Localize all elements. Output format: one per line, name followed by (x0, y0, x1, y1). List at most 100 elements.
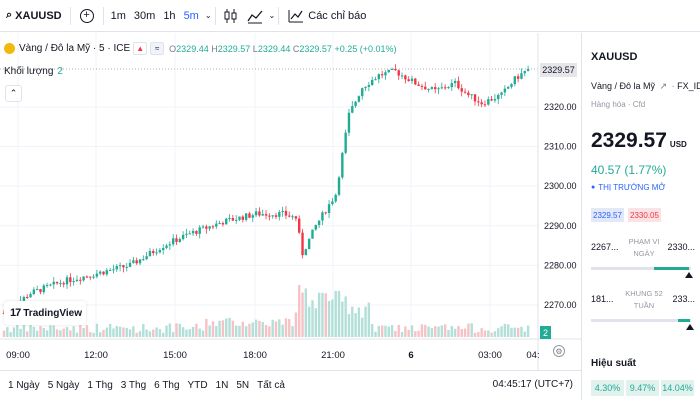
volume-bar (89, 332, 92, 337)
volume-bar (341, 301, 344, 337)
candle-body (75, 279, 79, 282)
range-6m[interactable]: 6 Thg (154, 380, 180, 391)
volume-bar (516, 327, 520, 337)
range-1y[interactable]: 1N (215, 380, 229, 391)
candles-icon[interactable] (222, 7, 240, 25)
range-5y[interactable]: 5N (236, 380, 250, 391)
volume-bar (298, 285, 301, 337)
volume-bar (39, 326, 42, 337)
volume-bar (225, 318, 228, 337)
price-axis-label: 2280.00 (544, 260, 577, 270)
chevron-down-icon[interactable]: ⌄ (268, 11, 276, 20)
candle-body (82, 276, 85, 281)
volume-bar (85, 325, 89, 337)
compare-icon[interactable]: ≈ (150, 42, 165, 55)
range-5d[interactable]: 5 Ngày (47, 380, 80, 391)
candle-body (298, 218, 301, 233)
timeframe-5m[interactable]: 5m (183, 9, 199, 22)
volume-bar (291, 326, 294, 337)
clock-timezone[interactable]: 04:45:17 (UTC+7) (492, 379, 573, 390)
candle-body (404, 75, 407, 80)
volume-bar (211, 321, 215, 337)
time-axis-label: 09:00 (6, 350, 30, 361)
time-axis-label: 18:00 (243, 350, 267, 361)
range-1d[interactable]: 1 Ngày (8, 380, 40, 391)
volume-legend[interactable]: Khối lượng 2 (4, 66, 63, 77)
price-axis-label: 2270.00 (544, 300, 577, 310)
alert-icon[interactable]: ▲ (133, 42, 148, 55)
volume-bar (510, 327, 513, 337)
symbol-search[interactable]: ⌕ XAUUSD (0, 0, 67, 32)
candle-body (351, 106, 354, 113)
chart-canvas[interactable]: 2320.00 2310.00 2300.00 2290.00 2280.00 2270.… (0, 33, 581, 370)
volume-bar (244, 326, 248, 337)
volume-bar (351, 306, 354, 337)
candle-body (251, 215, 254, 218)
candle-body (317, 220, 321, 226)
compare-add-icon[interactable]: + (79, 8, 94, 23)
tradingview-logo[interactable]: 17 TradingView (4, 301, 86, 325)
symbol-details-panel: XAUUSD Vàng / Đô la Mỹ ↗ · FX_IDC Hàng h… (581, 33, 700, 400)
candle-body (45, 285, 49, 287)
volume-bar (148, 331, 152, 337)
area-chart-icon[interactable] (246, 7, 264, 25)
candle-body (152, 250, 155, 254)
range-ytd[interactable]: YTD (187, 380, 208, 391)
divider (102, 6, 104, 25)
range-all[interactable]: Tất cả (257, 380, 285, 391)
candle-body (234, 219, 238, 221)
range-3m[interactable]: 3 Thg (120, 380, 147, 391)
chevron-down-icon[interactable]: ⌄ (204, 11, 212, 20)
volume-bar (443, 324, 447, 337)
settings-icon[interactable]: ⚙ (553, 345, 565, 357)
volume-bar (59, 330, 62, 337)
candle-body (440, 87, 444, 89)
performance-1m[interactable]: 9.47% (626, 380, 659, 396)
candle-body (264, 214, 268, 216)
candle-body (357, 96, 361, 102)
performance-3m[interactable]: 14.04% (661, 380, 694, 396)
candle-body (410, 78, 414, 82)
gold-symbol-icon (4, 43, 15, 54)
volume-bar (450, 326, 453, 337)
volume-bar (138, 331, 142, 337)
volume-bar (62, 328, 65, 337)
candle-body (115, 266, 118, 270)
volume-bar (198, 328, 201, 337)
candle-body (483, 104, 487, 106)
candle-body (424, 86, 427, 90)
candle-body (268, 215, 271, 217)
legend-title[interactable]: Vàng / Đô la Mỹ · 5 · ICE (19, 43, 131, 54)
volume-bar (404, 326, 407, 337)
panel-source[interactable]: FX_IDC (677, 81, 700, 91)
price-axis-label: 2310.00 (544, 142, 577, 152)
performance-1w[interactable]: 4.30% (591, 380, 624, 396)
candle-body (477, 101, 480, 103)
volume-bar (79, 324, 82, 337)
volume-bar (281, 324, 284, 337)
range-1m[interactable]: 1 Thg (87, 380, 113, 391)
candle-body (125, 266, 128, 268)
timeframe-1h[interactable]: 1h (163, 9, 176, 22)
collapse-legend-icon[interactable]: ⌃ (5, 85, 22, 102)
timeframe-30m[interactable]: 30m (133, 9, 156, 22)
timeframe-1m[interactable]: 1m (110, 9, 126, 22)
candle-body (281, 210, 284, 213)
price-chart[interactable]: 2320.00 2310.00 2300.00 2290.00 2280.00 2270.… (0, 33, 581, 370)
time-axis-label: 12:00 (84, 350, 108, 361)
volume-bar (453, 328, 457, 337)
volume-bar (208, 325, 211, 337)
indicators-button[interactable]: Các chỉ báo (282, 0, 371, 32)
volume-bar (420, 324, 424, 337)
panel-price: 2329.57 USD (591, 129, 687, 152)
volume-bar (188, 329, 191, 337)
panel-symbol[interactable]: XAUUSD (591, 51, 638, 63)
candle-body (387, 69, 390, 73)
candle-body (145, 256, 148, 260)
candle-body (450, 83, 453, 88)
candle-body (523, 70, 526, 74)
external-link-icon[interactable]: ↗ (659, 81, 668, 91)
candle-body (490, 99, 493, 101)
candle-body (128, 262, 132, 267)
volume-bar (218, 320, 221, 337)
